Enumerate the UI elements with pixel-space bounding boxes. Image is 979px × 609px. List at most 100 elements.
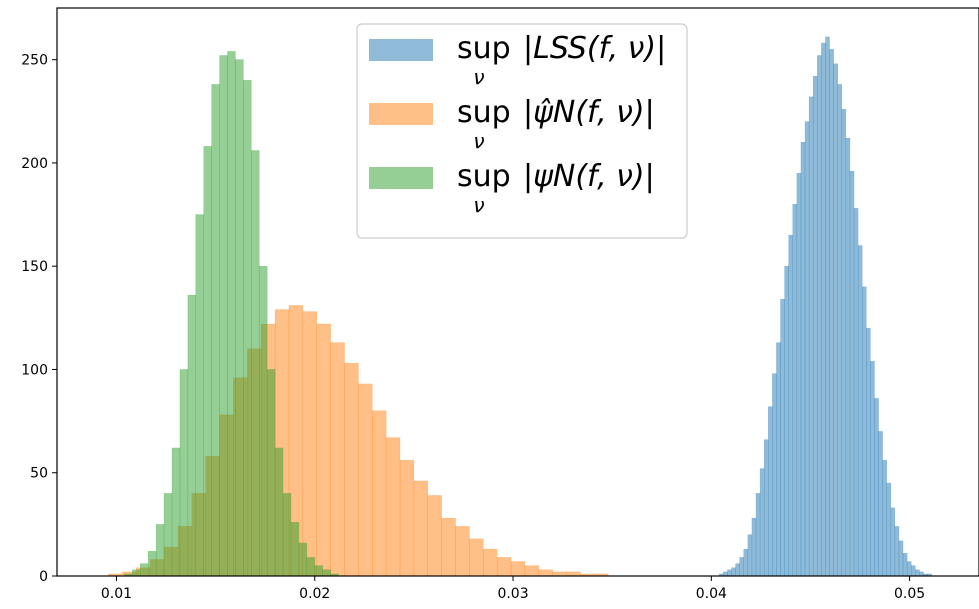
bar bbox=[763, 439, 769, 577]
x-tick-label: 0.01 bbox=[101, 586, 132, 602]
x-tick-label: 0.04 bbox=[696, 586, 727, 602]
bar bbox=[890, 507, 896, 577]
legend-subscript: ν bbox=[473, 129, 484, 153]
bar bbox=[399, 460, 415, 577]
bar bbox=[915, 569, 920, 577]
bar bbox=[372, 410, 387, 577]
bar bbox=[894, 526, 900, 577]
bar bbox=[759, 468, 765, 577]
bar bbox=[755, 493, 761, 577]
bar bbox=[874, 398, 879, 577]
bar bbox=[800, 142, 806, 577]
bar bbox=[427, 495, 442, 577]
bar bbox=[179, 369, 189, 577]
bar bbox=[274, 447, 284, 577]
legend-expression: |ψN(f, ν)| bbox=[523, 159, 655, 194]
bar bbox=[817, 55, 822, 577]
bar bbox=[251, 150, 260, 577]
bar bbox=[804, 121, 810, 577]
bar bbox=[898, 540, 904, 577]
bar bbox=[552, 571, 567, 577]
legend-sup-label: sup bbox=[457, 31, 511, 66]
bar bbox=[455, 526, 470, 577]
ticks: 0.01 0.02 0.03 0.04 0.05 0 50 100 150 200 250 bbox=[21, 53, 925, 602]
bar bbox=[316, 323, 331, 577]
bar bbox=[768, 406, 773, 577]
y-tick-label: 0 bbox=[39, 569, 48, 585]
bar bbox=[727, 569, 732, 577]
bar bbox=[796, 172, 802, 577]
bar bbox=[723, 571, 728, 577]
bar bbox=[772, 373, 777, 577]
bar bbox=[282, 493, 292, 577]
bar bbox=[203, 146, 212, 577]
bar bbox=[314, 565, 323, 577]
bar bbox=[227, 51, 236, 577]
bar bbox=[322, 569, 331, 577]
series-0-bars bbox=[719, 36, 932, 577]
bar bbox=[861, 286, 867, 577]
y-tick-label: 150 bbox=[21, 259, 48, 275]
series-1-bars bbox=[108, 305, 609, 577]
bar bbox=[259, 265, 268, 577]
bar bbox=[413, 480, 429, 577]
bar bbox=[878, 431, 883, 577]
y-tick-label: 250 bbox=[21, 53, 48, 69]
plot-frame bbox=[56, 7, 979, 577]
bar bbox=[829, 49, 834, 577]
x-tick-label: 0.03 bbox=[497, 586, 528, 602]
bar bbox=[902, 553, 908, 577]
bar bbox=[195, 214, 204, 577]
bar bbox=[825, 36, 830, 577]
bar bbox=[566, 571, 581, 577]
x-tick-label: 0.02 bbox=[299, 586, 330, 602]
bar bbox=[441, 517, 456, 577]
bar bbox=[808, 96, 814, 577]
bar bbox=[743, 548, 749, 577]
bar bbox=[857, 245, 863, 577]
bar bbox=[910, 565, 916, 577]
bar bbox=[751, 517, 757, 577]
x-tick-label: 0.05 bbox=[894, 586, 925, 602]
bar bbox=[853, 208, 859, 577]
bar bbox=[747, 534, 753, 577]
bar bbox=[870, 360, 875, 577]
bar bbox=[906, 561, 912, 577]
bar bbox=[298, 542, 308, 577]
legend-expression: |LSS(f, ν)| bbox=[523, 31, 666, 66]
legend-sup-label: sup bbox=[457, 95, 511, 130]
y-tick-label: 100 bbox=[21, 362, 48, 378]
bar bbox=[235, 59, 244, 577]
bar bbox=[919, 571, 924, 577]
bar bbox=[776, 342, 781, 577]
bar bbox=[483, 548, 498, 577]
legend-swatch bbox=[369, 103, 433, 125]
y-tick-label: 50 bbox=[30, 466, 48, 482]
bar bbox=[306, 557, 316, 577]
bar bbox=[845, 137, 851, 577]
bar bbox=[219, 55, 228, 577]
axes bbox=[56, 7, 979, 577]
bar bbox=[837, 84, 843, 577]
bar bbox=[302, 311, 317, 577]
bar bbox=[385, 437, 401, 577]
y-tick-label: 200 bbox=[21, 156, 48, 172]
bar bbox=[171, 447, 181, 577]
bar bbox=[886, 482, 892, 577]
bar bbox=[841, 108, 847, 577]
bar bbox=[882, 460, 887, 577]
bar bbox=[140, 563, 149, 577]
bar bbox=[344, 363, 359, 577]
histogram-bars bbox=[108, 36, 932, 577]
bar bbox=[784, 265, 789, 577]
bar bbox=[812, 75, 818, 577]
bar bbox=[821, 42, 826, 577]
legend-expression: |ψ̂N(f, ν)| bbox=[523, 95, 655, 130]
bar bbox=[155, 524, 165, 577]
bar bbox=[510, 561, 526, 577]
bar bbox=[833, 63, 838, 577]
bar bbox=[739, 557, 745, 577]
